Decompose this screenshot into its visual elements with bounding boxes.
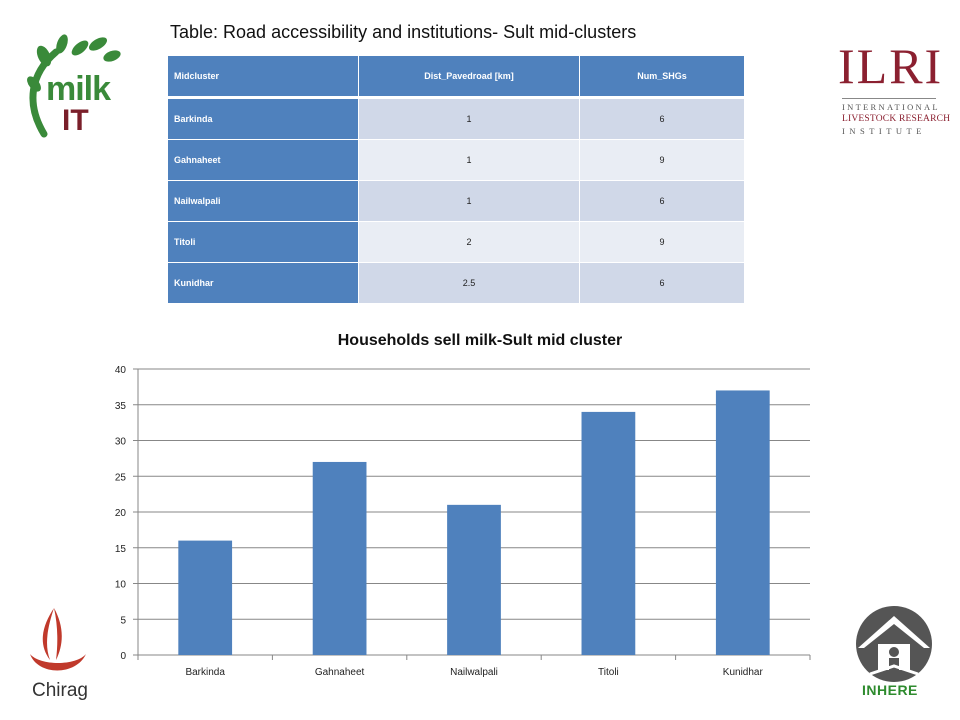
y-tick-label: 0	[120, 651, 126, 662]
page-title: Table: Road accessibility and institutio…	[170, 22, 637, 42]
milkit-logo: milk IT	[22, 34, 132, 146]
cell-midcluster: Kunidhar	[168, 263, 359, 304]
chart-title: Households sell milk-Sult mid cluster	[337, 332, 623, 349]
inhere-text: INHERE	[862, 682, 918, 698]
lamp-icon	[30, 608, 86, 671]
header-num-shgs: Num_SHGs	[580, 56, 745, 99]
y-tick-label: 40	[115, 365, 127, 376]
table-header-row: Midcluster Dist_Pavedroad [km] Num_SHGs	[168, 56, 745, 99]
y-tick-label: 15	[115, 544, 127, 555]
milkit-text-top: milk	[46, 70, 111, 108]
cell-shgs: 9	[580, 140, 745, 181]
cell-midcluster: Barkinda	[168, 99, 359, 140]
cell-dist: 1	[359, 99, 580, 140]
cell-shgs: 9	[580, 222, 745, 263]
x-tick-label: Nailwalpali	[450, 667, 498, 678]
bar-gahnaheet	[312, 461, 367, 655]
cell-shgs: 6	[580, 263, 745, 304]
table-row: Titoli 2 9	[168, 222, 745, 263]
y-tick-label: 25	[115, 472, 127, 483]
y-tick-label: 30	[115, 437, 127, 448]
chirag-logo: Chirag	[24, 604, 96, 708]
leaf-icon	[27, 34, 121, 138]
ilri-wordmark: ILRI	[838, 38, 944, 94]
header-midcluster: Midcluster	[168, 56, 359, 99]
x-tick-label: Titoli	[598, 667, 619, 678]
cell-midcluster: Titoli	[168, 222, 359, 263]
bar-kunidhar	[715, 390, 770, 655]
inhere-logo: INHERE	[848, 604, 942, 704]
cell-shgs: 6	[580, 181, 745, 222]
bar-titoli	[581, 411, 636, 655]
table-row: Gahnaheet 1 9	[168, 140, 745, 181]
ilri-logo: ILRI INTERNATIONAL LIVESTOCK RESEARCH IN…	[838, 38, 951, 140]
cell-midcluster: Nailwalpali	[168, 181, 359, 222]
ilri-line-3: INSTITUTE	[842, 126, 926, 136]
milkit-text-bottom: IT	[62, 104, 89, 137]
y-tick-label: 10	[115, 580, 127, 591]
x-tick-label: Kunidhar	[723, 667, 764, 678]
bar-barkinda	[178, 540, 233, 655]
cell-dist: 2.5	[359, 263, 580, 304]
table-row: Kunidhar 2.5 6	[168, 263, 745, 304]
ilri-line-2: LIVESTOCK RESEARCH	[842, 114, 951, 124]
y-tick-label: 5	[120, 615, 126, 626]
road-access-table: Midcluster Dist_Pavedroad [km] Num_SHGs …	[168, 56, 745, 304]
y-tick-label: 20	[115, 508, 127, 519]
cell-dist: 1	[359, 181, 580, 222]
header-dist-pavedroad: Dist_Pavedroad [km]	[359, 56, 580, 99]
table-row: Barkinda 1 6	[168, 99, 745, 140]
table-row: Nailwalpali 1 6	[168, 181, 745, 222]
x-tick-label: Barkinda	[185, 667, 225, 678]
chirag-text: Chirag	[32, 680, 88, 701]
cell-dist: 1	[359, 140, 580, 181]
cell-dist: 2	[359, 222, 580, 263]
house-people-icon	[856, 606, 932, 682]
x-tick-label: Gahnaheet	[315, 667, 365, 678]
ilri-line-1: INTERNATIONAL	[842, 102, 940, 112]
bar-nailwalpali	[447, 504, 501, 655]
cell-midcluster: Gahnaheet	[168, 140, 359, 181]
cell-shgs: 6	[580, 99, 745, 140]
y-tick-label: 35	[115, 401, 127, 412]
